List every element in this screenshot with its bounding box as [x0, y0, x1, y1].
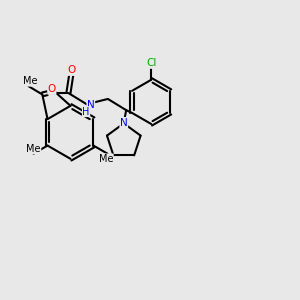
Text: Cl: Cl [147, 58, 157, 68]
Text: N: N [120, 118, 128, 128]
Text: Me: Me [26, 144, 41, 154]
Text: H: H [82, 106, 90, 117]
Text: Me: Me [99, 154, 113, 164]
Text: N: N [87, 100, 95, 110]
Text: Me: Me [23, 76, 37, 86]
Text: O: O [48, 84, 56, 94]
Text: O: O [68, 65, 76, 75]
